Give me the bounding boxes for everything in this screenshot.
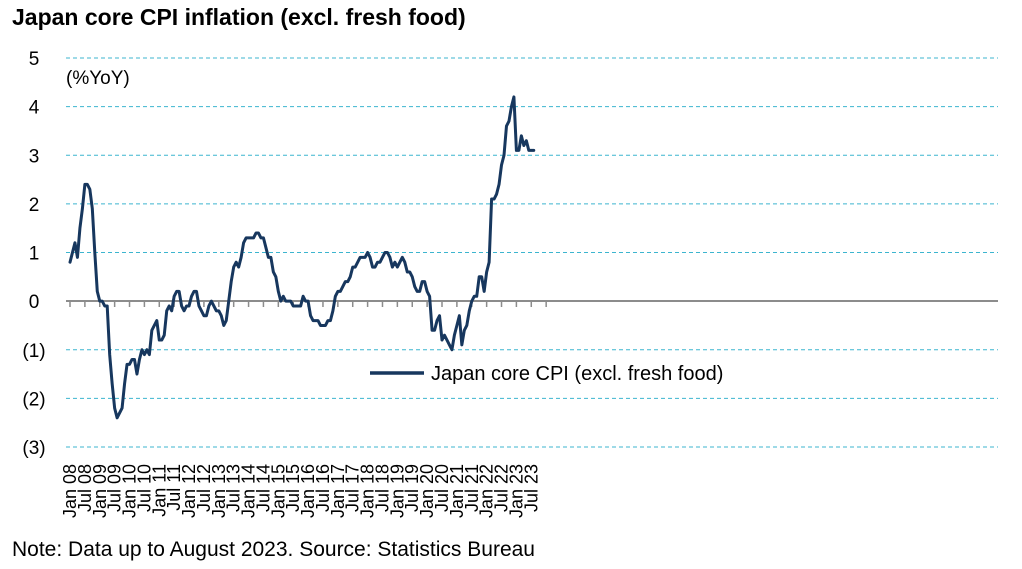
x-tick-label: Jan 20	[417, 464, 437, 518]
x-tick-label: Jul 22	[492, 464, 512, 512]
x-tick-label: Jan 10	[120, 464, 140, 518]
x-tick-label: Jul 18	[372, 464, 392, 512]
chart-title: Japan core CPI inflation (excl. fresh fo…	[12, 4, 466, 30]
x-tick-label: Jul 17	[343, 464, 363, 512]
x-tick-label: Jan 16	[298, 464, 318, 518]
y-tick-label: (2)	[22, 389, 45, 410]
x-tick-label: Jul 12	[194, 464, 214, 512]
x-tick-label: Jan 18	[358, 464, 378, 518]
x-tick-label: Jul 13	[224, 464, 244, 512]
x-axis	[66, 300, 998, 307]
y-tick-label: 5	[29, 49, 40, 70]
series-line-core-cpi	[68, 95, 536, 420]
y-tick-label: 4	[29, 98, 40, 119]
x-tick-label: Jul 19	[402, 464, 422, 512]
x-tick-label: Jul 16	[313, 464, 333, 512]
x-tick-label: Jan 19	[387, 464, 407, 518]
x-tick-label: Jan 12	[179, 464, 199, 518]
x-tick-label: Jan 09	[90, 464, 110, 518]
y-tick-label: 0	[29, 292, 40, 313]
x-tick-label: Jan 17	[328, 464, 348, 518]
footnote: Note: Data up to August 2023. Source: St…	[12, 538, 535, 561]
x-tick-label: Jul 09	[105, 464, 125, 512]
y-tick-label: (1)	[22, 341, 45, 362]
x-tick-label: Jan 23	[506, 464, 526, 518]
y-axis: 5 4 3 2 1 0 (1) (2) (3)	[22, 49, 45, 459]
legend: Japan core CPI (excl. fresh food)	[370, 363, 723, 385]
x-tick-label: Jul 08	[75, 464, 95, 512]
y-tick-label: (3)	[22, 438, 45, 459]
x-tick-label: Jul 23	[521, 464, 541, 512]
x-tick-label: Jan 08	[60, 464, 80, 518]
x-tick-label: Jan 13	[209, 464, 229, 518]
x-tick-label: Jul 11	[164, 464, 184, 511]
x-tick-label: Jan 21	[447, 464, 467, 518]
y-tick-label: 1	[29, 244, 40, 265]
x-tick-label: Jul 10	[134, 464, 154, 512]
x-tick-label: Jul 20	[432, 464, 452, 512]
x-tick-label: Jul 14	[253, 464, 273, 512]
y-tick-label: 3	[29, 146, 40, 167]
unit-label: (%YoY)	[66, 68, 130, 89]
gridlines	[66, 57, 998, 448]
legend-label: Japan core CPI (excl. fresh food)	[431, 363, 723, 385]
x-tick-label: Jan 11	[149, 464, 169, 517]
x-tick-label: Jan 15	[268, 464, 288, 518]
y-tick-label: 2	[29, 195, 40, 216]
x-tick-label: Jan 14	[239, 464, 259, 518]
series-layer	[68, 95, 536, 420]
x-tick-label: Jul 21	[462, 464, 482, 512]
x-tick-label: Jul 15	[283, 464, 303, 512]
x-tick-label: Jan 22	[477, 464, 497, 518]
